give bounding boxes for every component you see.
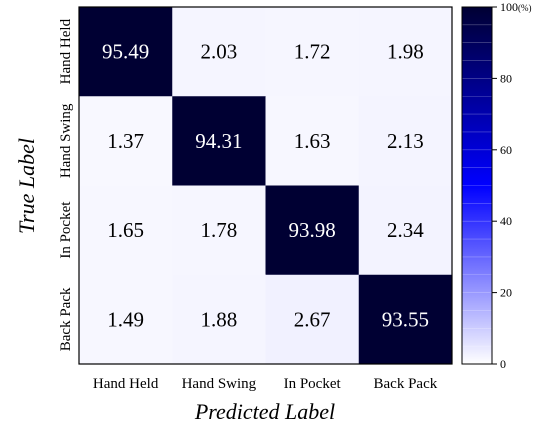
colorbar-gradient <box>462 7 492 364</box>
cell-value-label: 93.98 <box>289 218 336 242</box>
y-tick-label: Back Pack <box>58 287 74 351</box>
cell-value-label: 1.37 <box>107 129 144 153</box>
heatmap-cell <box>265 7 360 97</box>
colorbar-unit: (%) <box>518 3 532 13</box>
cell-value-label: 1.65 <box>107 218 144 242</box>
cell-value-label: 1.98 <box>387 40 424 64</box>
heatmap-cell <box>79 7 173 97</box>
cell-value-label: 2.03 <box>201 40 238 64</box>
x-tick-label: Hand Swing <box>182 376 257 392</box>
cell-value-label: 2.34 <box>387 218 424 242</box>
heatmap-cell <box>172 185 266 276</box>
cell-value-label: 1.78 <box>201 218 238 242</box>
y-tick-label: Hand Swing <box>58 103 74 178</box>
x-tick-label: In Pocket <box>284 376 342 392</box>
y-tick-label: Hand Held <box>58 18 74 84</box>
heatmap-cell <box>172 96 266 186</box>
x-tick-label: Back Pack <box>374 376 438 392</box>
cell-value-label: 93.55 <box>382 307 429 331</box>
colorbar-tick-label: 40 <box>500 214 512 228</box>
y-tick-labels: Hand Held Hand Swing In Pocket Back Pack <box>58 18 74 351</box>
heatmap-cell <box>79 96 173 186</box>
x-tick-labels: Hand Held Hand Swing In Pocket Back Pack <box>93 376 438 392</box>
plot-frame <box>78 6 453 365</box>
colorbar-tick-label: 0 <box>500 357 506 371</box>
colorbar-tick-label: 20 <box>500 286 512 300</box>
heatmap-cell <box>172 7 266 97</box>
colorbar-tick-label: 80 <box>500 71 512 85</box>
cell-value-label: 1.63 <box>294 129 331 153</box>
colorbar-tick-label: 100(%) <box>500 0 532 14</box>
cell-value-label: 1.49 <box>107 307 144 331</box>
y-tick-label: In Pocket <box>58 201 74 259</box>
cell-value-label: 1.72 <box>294 40 331 64</box>
cell-value-label: 94.31 <box>195 129 242 153</box>
x-tick-label: Hand Held <box>93 376 159 392</box>
heatmap-cell <box>79 185 173 276</box>
cell-value-label: 2.67 <box>294 307 331 331</box>
heatmap-cell <box>358 7 453 97</box>
cell-value-label: 2.13 <box>387 129 424 153</box>
heatmap-cell <box>265 96 360 186</box>
heatmap-cell <box>79 274 173 365</box>
cell-value-label: 1.88 <box>201 307 238 331</box>
x-axis-title: Predicted Label <box>194 399 335 424</box>
colorbar-tick-label: 60 <box>500 143 512 157</box>
heatmap-cells: 95.49 2.03 1.72 1.98 1.37 94.31 1.63 2.13 1.65 1.… <box>79 7 453 365</box>
colorbar-frame <box>461 6 493 365</box>
heatmap-cell <box>265 274 360 365</box>
colorbar: 0 20 40 60 80 100(%) <box>461 0 532 371</box>
cell-value-label: 95.49 <box>102 40 149 64</box>
heatmap-cell <box>172 274 266 365</box>
heatmap-cell <box>358 274 453 365</box>
heatmap-cell <box>265 185 360 276</box>
y-axis-title: True Label <box>14 138 39 234</box>
heatmap-cell <box>358 96 453 186</box>
heatmap-cell <box>358 185 453 276</box>
